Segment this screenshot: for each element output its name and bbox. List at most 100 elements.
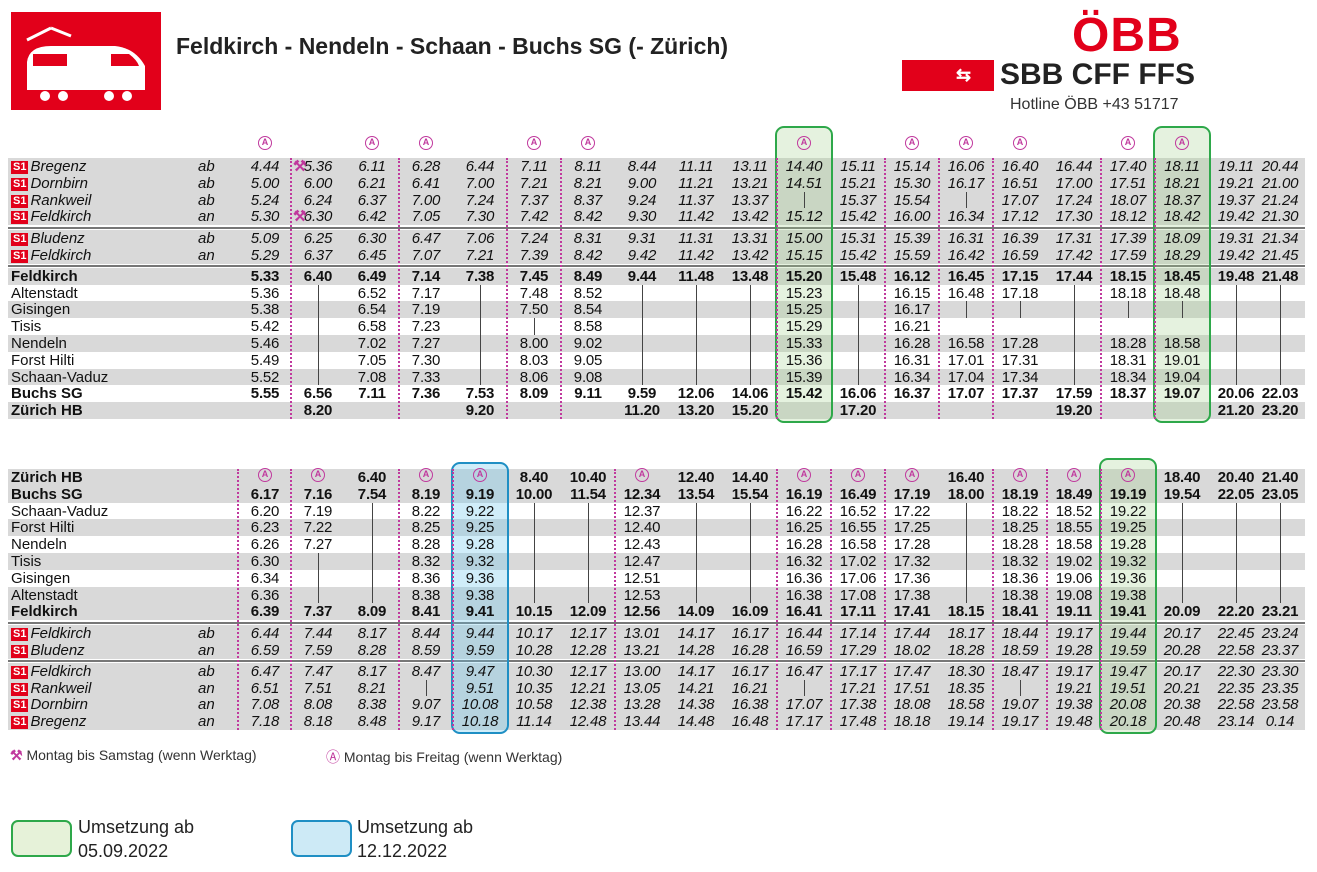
departure-time: 19.28 bbox=[1109, 536, 1147, 554]
row-band bbox=[8, 586, 1305, 604]
departure-time: 7.39 bbox=[519, 247, 549, 264]
passthrough-line bbox=[1182, 569, 1183, 587]
circled-a-icon: A bbox=[1013, 136, 1027, 150]
departure-time: 12.17 bbox=[569, 662, 607, 680]
weekday-column-divider bbox=[1100, 158, 1102, 419]
station-label: S1 Rankweil bbox=[11, 680, 91, 697]
departure-time: 23.05 bbox=[1261, 485, 1299, 503]
passthrough-line bbox=[750, 536, 751, 553]
departure-time: 9.19 bbox=[465, 485, 495, 503]
circled-a-icon: A bbox=[905, 468, 919, 482]
departure-time: 20.48 bbox=[1163, 713, 1201, 731]
departure-time: 11.11 bbox=[678, 158, 714, 175]
departure-time: 20.09 bbox=[1163, 603, 1201, 621]
row-band bbox=[8, 625, 1305, 642]
passthrough-line bbox=[588, 553, 589, 570]
legend-green-date: 05.09.2022 bbox=[78, 841, 169, 861]
departure-time: 11.21 bbox=[678, 174, 714, 192]
circled-a-icon: A bbox=[473, 468, 487, 482]
departure-time: 15.12 bbox=[785, 208, 823, 226]
s1-badge: S1 bbox=[11, 211, 29, 225]
departure-time: 11.42 bbox=[678, 247, 714, 264]
circled-a-icon: A bbox=[1121, 136, 1135, 150]
passthrough-line bbox=[318, 351, 319, 369]
row-band bbox=[8, 553, 1305, 570]
departure-time: 18.08 bbox=[893, 696, 931, 714]
departure-time: 16.06 bbox=[947, 158, 985, 175]
row-band bbox=[8, 536, 1305, 553]
weekday-column-divider bbox=[938, 158, 940, 419]
station-label: Altenstadt bbox=[11, 587, 78, 604]
station-name: Gisingen bbox=[11, 301, 71, 319]
row-band bbox=[8, 485, 1305, 503]
departure-time: 7.54 bbox=[357, 485, 387, 503]
station-label: Feldkirch bbox=[11, 603, 78, 620]
departure-time: 16.17 bbox=[731, 625, 769, 643]
departure-time: 7.06 bbox=[465, 230, 495, 248]
departure-time: 6.54 bbox=[357, 301, 387, 319]
departure-time: 17.59 bbox=[1055, 385, 1093, 403]
passthrough-line bbox=[318, 586, 319, 604]
departure-time: 19.17 bbox=[1055, 662, 1093, 680]
passthrough-line bbox=[642, 351, 643, 369]
departure-time: 9.32 bbox=[465, 553, 495, 570]
departure-time: 8.21 bbox=[573, 174, 603, 192]
weekday-column-divider bbox=[614, 469, 616, 730]
departure-time: 16.44 bbox=[1055, 158, 1093, 175]
departure-time: 17.17 bbox=[839, 662, 877, 680]
passthrough-line bbox=[642, 318, 643, 335]
passthrough-line bbox=[750, 318, 751, 335]
departure-time: 12.17 bbox=[569, 625, 607, 643]
departure-time: 6.47 bbox=[411, 230, 441, 248]
station-name: Dornbirn bbox=[30, 696, 88, 714]
departure-time: 9.02 bbox=[573, 335, 603, 352]
departure-time: 12.56 bbox=[623, 603, 661, 621]
departure-time: 9.22 bbox=[465, 502, 495, 520]
weekday-column-divider bbox=[776, 158, 778, 419]
departure-time: 13.54 bbox=[677, 485, 715, 503]
departure-time: 12.37 bbox=[623, 502, 661, 520]
passthrough-line bbox=[696, 553, 697, 570]
departure-time: 10.40 bbox=[569, 469, 607, 486]
row-band bbox=[8, 402, 1305, 419]
departure-time: 15.20 bbox=[731, 402, 769, 420]
departure-time: 6.40 bbox=[303, 267, 333, 285]
departure-time: 7.33 bbox=[411, 368, 441, 386]
passthrough-line bbox=[372, 586, 373, 604]
departure-time: 8.21 bbox=[357, 679, 387, 697]
passthrough-line bbox=[372, 519, 373, 537]
departure-time: 19.51 bbox=[1109, 679, 1147, 697]
circled-a-icon: A bbox=[311, 468, 325, 482]
passthrough-line bbox=[534, 569, 535, 587]
departure-time: 5.42 bbox=[250, 318, 280, 336]
departure-time: 11.37 bbox=[678, 191, 714, 209]
weekday-column-divider bbox=[776, 469, 778, 730]
passthrough-line bbox=[696, 335, 697, 352]
passthrough-line bbox=[696, 569, 697, 587]
circled-a-icon: A bbox=[527, 136, 541, 150]
passthrough-line bbox=[588, 569, 589, 587]
station-name: Feldkirch bbox=[11, 603, 78, 621]
station-label: S1 Feldkirch bbox=[11, 625, 91, 642]
departure-time: 15.33 bbox=[785, 335, 823, 352]
departure-time: 10.17 bbox=[515, 625, 553, 643]
departure-time: 18.15 bbox=[947, 603, 985, 621]
departure-time: 18.58 bbox=[947, 696, 985, 714]
station-name: Schaan-Vaduz bbox=[11, 502, 109, 520]
departure-time: 6.21 bbox=[357, 174, 387, 192]
departure-time: 17.12 bbox=[1001, 208, 1039, 226]
departure-time: 8.11 bbox=[574, 158, 602, 175]
departure-time: 18.19 bbox=[1001, 485, 1039, 503]
departure-time: 23.24 bbox=[1261, 625, 1299, 643]
row-band bbox=[8, 603, 1305, 621]
passthrough-line bbox=[318, 284, 319, 302]
departure-time: 16.12 bbox=[893, 267, 931, 285]
departure-time: 8.48 bbox=[357, 713, 387, 731]
departure-time: 10.30 bbox=[515, 662, 553, 680]
departure-time: 22.58 bbox=[1217, 696, 1255, 714]
departure-time: 9.20 bbox=[465, 402, 495, 420]
departure-time: 11.20 bbox=[624, 402, 660, 420]
departure-time: 7.19 bbox=[411, 301, 441, 319]
departure-time: 8.38 bbox=[357, 696, 387, 714]
departure-time: 19.47 bbox=[1109, 662, 1147, 680]
